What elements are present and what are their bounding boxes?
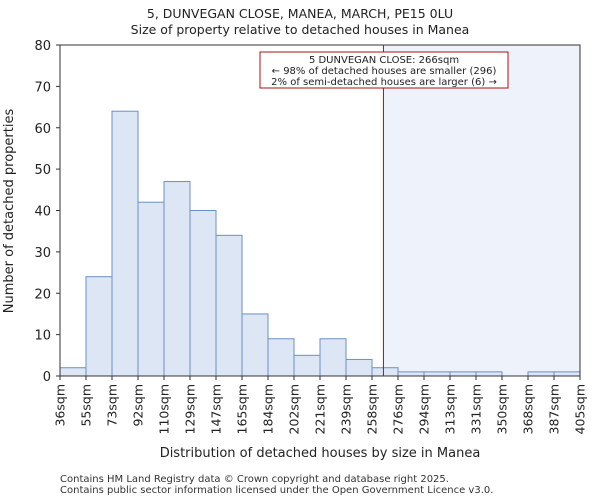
chart-title-line2: Size of property relative to detached ho… [130, 22, 470, 37]
annotation-line2: ← 98% of detached houses are smaller (29… [272, 66, 497, 77]
bar-294sqm [423, 371, 451, 377]
x-tick-label: 165sqm [235, 384, 250, 434]
x-tick-label: 147sqm [209, 384, 224, 434]
x-tick-label: 350sqm [495, 384, 510, 434]
x-tick-label: 221sqm [313, 384, 328, 434]
footer-line1: Contains HM Land Registry data © Crown c… [60, 474, 449, 485]
y-tick-label: 40 [34, 205, 51, 220]
highlight-region [383, 45, 580, 376]
bar-202sqm [293, 354, 321, 377]
bar-258sqm [371, 367, 399, 377]
chart-title-line1: 5, DUNVEGAN CLOSE, MANEA, MARCH, PE15 0L… [146, 6, 454, 21]
bar-55sqm [85, 276, 113, 377]
x-axis-label: Distribution of detached houses by size … [160, 446, 481, 461]
x-tick-label: 202sqm [287, 384, 302, 434]
y-tick-label: 30 [34, 246, 51, 261]
bar-239sqm [345, 358, 373, 377]
x-tick-label: 405sqm [573, 384, 588, 434]
x-tick-label: 55sqm [79, 384, 94, 427]
bar-36sqm [59, 367, 87, 377]
x-tick-label: 294sqm [417, 384, 432, 434]
y-tick-label: 50 [34, 163, 51, 178]
y-tick-label: 70 [34, 80, 51, 95]
y-tick-label: 80 [34, 39, 51, 54]
bar-147sqm [215, 234, 243, 377]
bar-110sqm [163, 181, 191, 377]
bar-73sqm [111, 110, 139, 377]
annotation-box: 5 DUNVEGAN CLOSE: 266sqm ← 98% of detach… [259, 51, 509, 89]
y-axis-label: Number of detached properties [2, 109, 17, 314]
bar-129sqm [189, 210, 217, 377]
x-tick-label: 110sqm [157, 384, 172, 434]
x-tick-label: 129sqm [183, 384, 198, 434]
x-tick-label: 368sqm [521, 384, 536, 434]
x-tick-label: 36sqm [53, 384, 68, 427]
x-tick-label: 331sqm [469, 384, 484, 434]
x-tick-label: 239sqm [339, 384, 354, 434]
y-tick-label: 60 [34, 122, 51, 137]
y-tick-label: 0 [43, 370, 51, 385]
bar-184sqm [267, 338, 295, 377]
bar-92sqm [137, 201, 165, 377]
footer-line2: Contains public sector information licen… [60, 485, 494, 496]
x-tick-label: 184sqm [261, 384, 276, 434]
x-tick-label: 73sqm [105, 384, 120, 427]
y-tick-label: 10 [34, 329, 51, 344]
x-tick-label: 276sqm [391, 384, 406, 434]
bar-165sqm [241, 313, 269, 377]
x-tick-label: 313sqm [443, 384, 458, 434]
annotation-line1: 5 DUNVEGAN CLOSE: 266sqm [309, 55, 459, 66]
bar-313sqm [449, 371, 477, 377]
x-tick-label: 387sqm [547, 384, 562, 434]
annotation-line3: 2% of semi-detached houses are larger (6… [271, 77, 497, 88]
y-tick-label: 20 [34, 287, 51, 302]
bar-368sqm [527, 371, 555, 377]
bar-387sqm [553, 371, 581, 377]
x-tick-label: 258sqm [365, 384, 380, 434]
bar-331sqm [475, 371, 503, 377]
bar-221sqm [319, 338, 347, 377]
bar-276sqm [397, 371, 425, 377]
x-tick-label: 92sqm [131, 384, 146, 427]
